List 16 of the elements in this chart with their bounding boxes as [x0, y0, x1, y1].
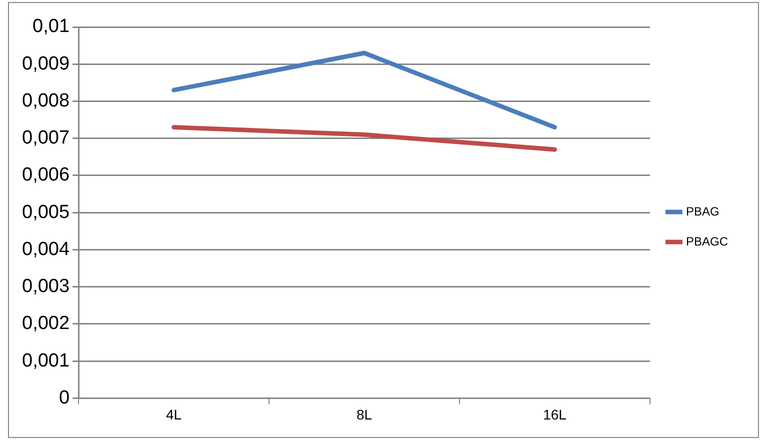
y-tick-label: 0,006 — [22, 164, 70, 186]
legend-label: PBAGC — [686, 234, 728, 248]
y-tick-label: 0,004 — [22, 238, 70, 260]
y-tick-label: 0,009 — [22, 53, 70, 74]
y-tick-label: 0,007 — [22, 128, 70, 149]
y-tick-label: 0,008 — [22, 90, 70, 112]
y-tick-label: 0,001 — [22, 350, 70, 372]
legend-label: PBAG — [686, 204, 720, 218]
y-tick-label: 0,005 — [22, 202, 70, 223]
y-tick-label: 0,003 — [22, 276, 70, 298]
y-tick-label: 0,01 — [32, 16, 70, 38]
x-tick-label: 16L — [543, 406, 567, 422]
y-tick-label: 0 — [58, 387, 70, 408]
x-tick-label: 4L — [166, 406, 182, 422]
x-tick-label: 8L — [356, 406, 372, 422]
y-tick-label: 0,002 — [22, 313, 70, 334]
